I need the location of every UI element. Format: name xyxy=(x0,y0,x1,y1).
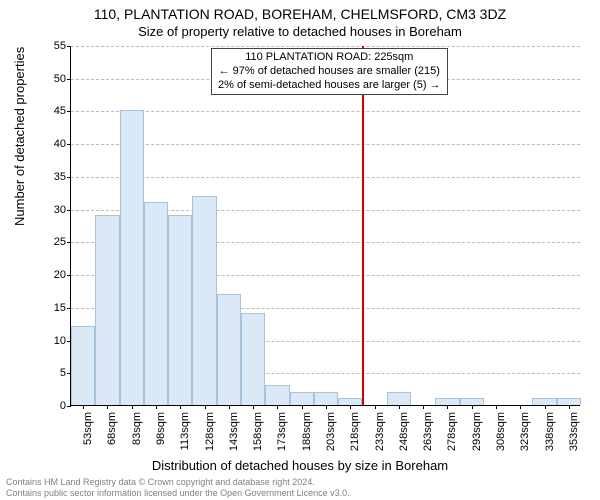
x-tick-label: 158sqm xyxy=(252,412,264,456)
y-tick-label: 25 xyxy=(36,236,66,248)
plot-area: 110 PLANTATION ROAD: 225sqm← 97% of deta… xyxy=(70,46,580,406)
histogram-bar xyxy=(95,215,119,405)
x-tick-label: 83sqm xyxy=(131,412,143,456)
x-tick-label: 68sqm xyxy=(106,412,118,456)
histogram-bar xyxy=(387,392,411,405)
footer-line2: Contains public sector information licen… xyxy=(6,488,350,498)
y-tick-label: 50 xyxy=(36,73,66,85)
y-tick-label: 0 xyxy=(36,400,66,412)
marker-line xyxy=(362,46,364,405)
histogram-bar xyxy=(241,313,265,405)
x-tick-label: 173sqm xyxy=(276,412,288,456)
y-tick-label: 10 xyxy=(36,335,66,347)
x-tick-label: 338sqm xyxy=(544,412,556,456)
x-tick-label: 308sqm xyxy=(495,412,507,456)
x-tick-label: 188sqm xyxy=(301,412,313,456)
annotation-line2: ← 97% of detached houses are smaller (21… xyxy=(218,65,441,79)
x-tick-label: 113sqm xyxy=(179,412,191,456)
y-axis-label: Number of detached properties xyxy=(12,47,27,226)
gridline xyxy=(71,144,580,145)
gridline xyxy=(71,46,580,47)
histogram-bar xyxy=(120,110,144,405)
x-tick-label: 53sqm xyxy=(82,412,94,456)
x-tick-label: 233sqm xyxy=(374,412,386,456)
footer-attribution: Contains HM Land Registry data © Crown c… xyxy=(6,477,350,498)
x-tick-label: 203sqm xyxy=(325,412,337,456)
x-tick-label: 278sqm xyxy=(446,412,458,456)
x-tick-label: 218sqm xyxy=(349,412,361,456)
x-tick-label: 353sqm xyxy=(568,412,580,456)
y-tick-label: 40 xyxy=(36,138,66,150)
chart-title-line2: Size of property relative to detached ho… xyxy=(0,24,600,39)
annotation-line3: 2% of semi-detached houses are larger (5… xyxy=(218,79,441,93)
y-tick-label: 35 xyxy=(36,171,66,183)
histogram-bar xyxy=(144,202,168,405)
histogram-bar xyxy=(192,196,216,405)
histogram-bar xyxy=(217,294,241,405)
histogram-bar xyxy=(290,392,314,405)
gridline xyxy=(71,177,580,178)
x-tick-label: 98sqm xyxy=(155,412,167,456)
x-tick-label: 293sqm xyxy=(471,412,483,456)
y-tick-label: 5 xyxy=(36,367,66,379)
annotation-line1: 110 PLANTATION ROAD: 225sqm xyxy=(218,51,441,65)
histogram-bar xyxy=(168,215,192,405)
footer-line1: Contains HM Land Registry data © Crown c… xyxy=(6,477,350,487)
histogram-bar xyxy=(265,385,289,405)
y-tick-label: 30 xyxy=(36,204,66,216)
histogram-bar xyxy=(314,392,338,405)
y-tick-label: 45 xyxy=(36,105,66,117)
y-tick-label: 20 xyxy=(36,269,66,281)
chart-title-line1: 110, PLANTATION ROAD, BOREHAM, CHELMSFOR… xyxy=(0,6,600,22)
x-tick-label: 263sqm xyxy=(422,412,434,456)
gridline xyxy=(71,111,580,112)
y-tick-label: 15 xyxy=(36,302,66,314)
x-tick-label: 323sqm xyxy=(519,412,531,456)
x-tick-label: 248sqm xyxy=(398,412,410,456)
x-tick-label: 143sqm xyxy=(228,412,240,456)
histogram-bar xyxy=(71,326,95,405)
annotation-box: 110 PLANTATION ROAD: 225sqm← 97% of deta… xyxy=(211,48,448,95)
x-axis-label: Distribution of detached houses by size … xyxy=(0,458,600,473)
x-tick-label: 128sqm xyxy=(204,412,216,456)
y-tick-label: 55 xyxy=(36,40,66,52)
